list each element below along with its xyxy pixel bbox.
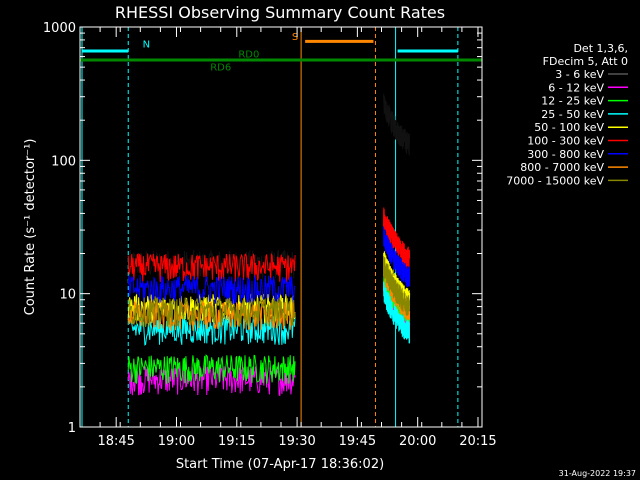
legend-label-3: 25 - 50 keV bbox=[541, 108, 604, 121]
y-tick-label-2: 100 bbox=[51, 154, 76, 169]
x-tick-label-3: 19:30 bbox=[278, 434, 315, 449]
plot-area: N S RD0 RD6 1 10 100 1000 18:45 19:00 19:15 19:30 19… bbox=[43, 21, 497, 449]
series-line-8-0 bbox=[127, 297, 296, 328]
rd6-label: RD6 bbox=[210, 63, 231, 74]
legend-label-5: 100 - 300 keV bbox=[527, 135, 604, 148]
y-tick-label-3: 1000 bbox=[43, 21, 76, 36]
saa-label: S bbox=[292, 32, 298, 43]
y-tick-label-0: 1 bbox=[68, 421, 76, 436]
legend-header-2: FDecim 5, Att 0 bbox=[543, 55, 628, 68]
legend-label-6: 300 - 800 keV bbox=[527, 148, 604, 161]
x-tick-label-0: 18:45 bbox=[97, 434, 134, 449]
chart-title: RHESSI Observing Summary Count Rates bbox=[115, 3, 445, 22]
legend-label-8: 7000 - 15000 keV bbox=[506, 174, 604, 187]
footer-date: 31-Aug-2022 19:37 bbox=[559, 469, 636, 478]
x-axis-label: Start Time (07-Apr-17 18:36:02) bbox=[176, 457, 384, 472]
legend-label-4: 50 - 100 keV bbox=[534, 121, 604, 134]
series-line-3-1 bbox=[383, 281, 411, 344]
night-label: N bbox=[143, 40, 150, 51]
series-line-6-1 bbox=[383, 226, 411, 288]
legend-header-1: Det 1,3,6, bbox=[573, 42, 628, 55]
x-tick-label-1: 19:00 bbox=[158, 434, 195, 449]
x-tick-label-2: 19:15 bbox=[218, 434, 255, 449]
y-tick-label-1: 10 bbox=[59, 288, 76, 303]
rd0-label: RD0 bbox=[238, 50, 259, 61]
x-tick-label-4: 19:45 bbox=[339, 434, 376, 449]
x-tick-label-6: 20:15 bbox=[459, 434, 496, 449]
series-line-0-1 bbox=[383, 93, 411, 156]
y-axis-label: Count Rate (s⁻¹ detector⁻¹) bbox=[23, 139, 38, 316]
x-tick-label-5: 20:00 bbox=[399, 434, 436, 449]
legend-label-7: 800 - 7000 keV bbox=[520, 161, 604, 174]
series-line-5-0 bbox=[127, 252, 296, 284]
legend-label-1: 6 - 12 keV bbox=[548, 81, 604, 94]
series-line-2-0 bbox=[127, 354, 296, 385]
legend-label-0: 3 - 6 keV bbox=[555, 68, 604, 81]
legend-label-2: 12 - 25 keV bbox=[541, 95, 604, 108]
series-line-8-1 bbox=[383, 256, 411, 316]
